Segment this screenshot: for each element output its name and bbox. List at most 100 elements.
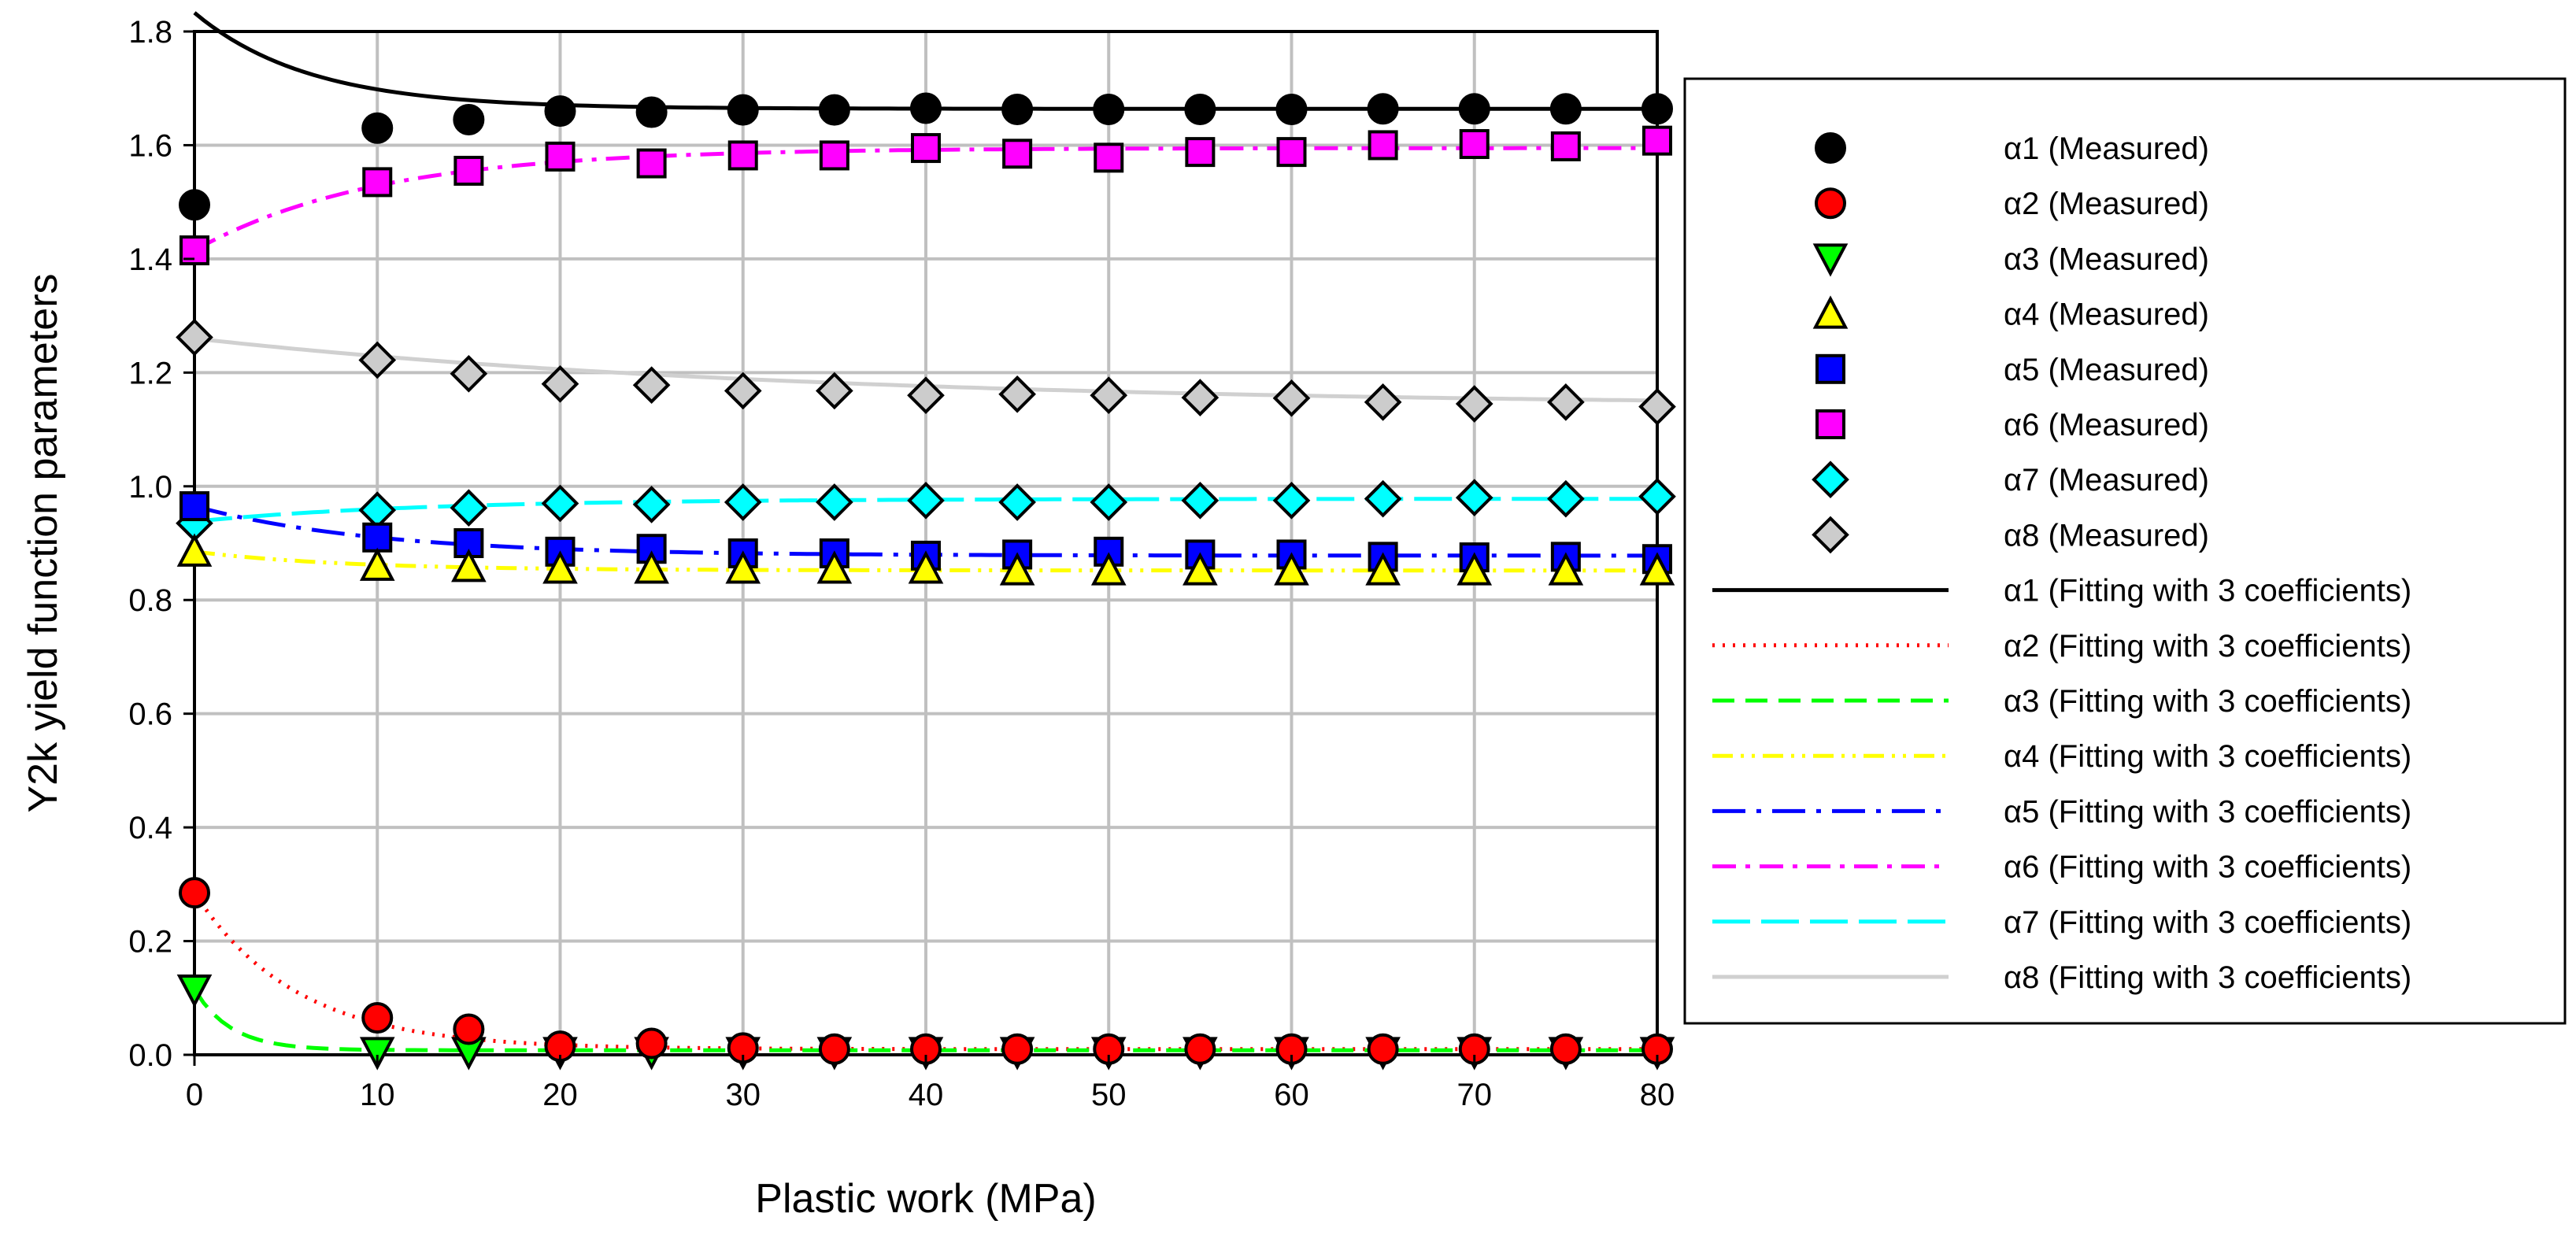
data-point (541, 484, 579, 523)
measured-markers (176, 92, 1676, 1071)
data-point (1001, 1033, 1034, 1065)
data-point (1458, 93, 1490, 125)
data-point (998, 375, 1036, 413)
data-point (998, 483, 1036, 521)
data-point (1183, 552, 1218, 586)
x-tick-label: 20 (542, 1078, 578, 1112)
y-tick-label: 0.8 (128, 583, 172, 618)
data-point (818, 94, 850, 126)
legend-symbol (1815, 187, 1846, 220)
data-point (727, 140, 758, 171)
data-point (1093, 93, 1125, 125)
x-tick-label: 30 (726, 1078, 761, 1112)
data-point (1638, 477, 1676, 516)
y-tick-label: 1.2 (128, 356, 172, 390)
data-point (911, 133, 941, 164)
fit-line-11 (194, 549, 1657, 573)
data-point (544, 95, 576, 128)
x-tick-label: 10 (360, 1078, 395, 1112)
data-point (1455, 479, 1493, 517)
data-point (636, 148, 667, 179)
legend-label: α2 (Fitting with 3 coefficients) (2004, 629, 2411, 664)
fit-line-14 (194, 497, 1657, 524)
data-point (1090, 552, 1127, 586)
legend-label: α4 (Measured) (2004, 298, 2209, 332)
x-tick-label: 40 (909, 1078, 944, 1112)
data-point (1367, 1033, 1399, 1065)
data-point (1181, 482, 1220, 520)
data-point (1638, 387, 1676, 426)
data-point (359, 547, 395, 581)
data-point (724, 372, 762, 410)
x-tick-label: 60 (1274, 1078, 1309, 1112)
x-axis-title: Plastic work (MPa) (755, 1176, 1096, 1222)
data-point (725, 550, 761, 584)
y-tick-label: 1.6 (128, 128, 172, 163)
y-axis-title: Y2k yield function parameters (20, 273, 66, 812)
y-tick-label: 0.4 (128, 811, 172, 845)
data-point (1272, 379, 1311, 417)
data-point (1642, 125, 1672, 156)
data-point (816, 483, 853, 521)
data-point (450, 354, 488, 393)
data-point (632, 486, 671, 523)
legend-symbol (1815, 353, 1845, 384)
data-point (1550, 131, 1581, 161)
data-point (176, 318, 213, 357)
legend-symbol (1812, 516, 1849, 554)
y-tick-label: 1.8 (128, 15, 172, 50)
legend-label: α1 (Measured) (2004, 131, 2209, 166)
data-point (634, 550, 669, 584)
y-tick-label: 0.6 (128, 697, 172, 732)
data-point (1456, 552, 1493, 586)
data-point (541, 364, 579, 403)
data-point (1275, 93, 1308, 125)
data-point (545, 141, 576, 172)
legend-label: α3 (Measured) (2004, 242, 2209, 276)
data-point (1549, 93, 1582, 125)
data-point (1368, 130, 1398, 161)
data-point (910, 92, 942, 124)
data-point (1184, 93, 1216, 125)
data-point (1184, 1033, 1216, 1065)
data-point (1549, 1033, 1582, 1065)
data-point (453, 1013, 485, 1045)
data-point (724, 483, 762, 521)
legend-symbol (1812, 460, 1849, 499)
y-tick-label: 0.2 (128, 925, 172, 960)
x-tick-label: 70 (1457, 1078, 1493, 1112)
data-point (1367, 93, 1399, 125)
data-point (358, 341, 397, 379)
legend-label: α7 (Measured) (2004, 463, 2209, 497)
data-point (450, 489, 488, 527)
y-tick-label: 0.0 (128, 1038, 172, 1073)
legend-label: α6 (Measured) (2004, 408, 2209, 442)
data-point (176, 533, 213, 567)
fit-line-10 (192, 988, 1657, 1052)
legend-label: α5 (Fitting with 3 coefficients) (2004, 794, 2411, 829)
data-point (1547, 479, 1585, 518)
data-point (451, 549, 487, 583)
data-point (1547, 383, 1585, 421)
data-point (635, 1027, 668, 1060)
data-point (1090, 376, 1128, 415)
data-point (362, 522, 393, 553)
legend-label: α7 (Fitting with 3 coefficients) (2004, 905, 2411, 940)
legend-label: α5 (Measured) (2004, 353, 2209, 387)
data-point (1365, 552, 1401, 586)
legend-marker (1815, 353, 1845, 384)
data-point (361, 112, 394, 144)
data-point (179, 877, 210, 909)
data-point (361, 1002, 394, 1034)
data-point (818, 1033, 850, 1065)
legend-marker (1812, 460, 1849, 499)
data-point (453, 155, 484, 186)
legend-label: α1 (Fitting with 3 coefficients) (2004, 574, 2411, 608)
x-tick-label: 0 (186, 1078, 203, 1112)
data-point (1094, 142, 1124, 173)
data-point (1090, 483, 1128, 521)
legend-marker (1812, 516, 1849, 554)
legend-label: α2 (Measured) (2004, 187, 2209, 221)
data-point (1639, 552, 1675, 586)
data-point (1548, 552, 1584, 586)
